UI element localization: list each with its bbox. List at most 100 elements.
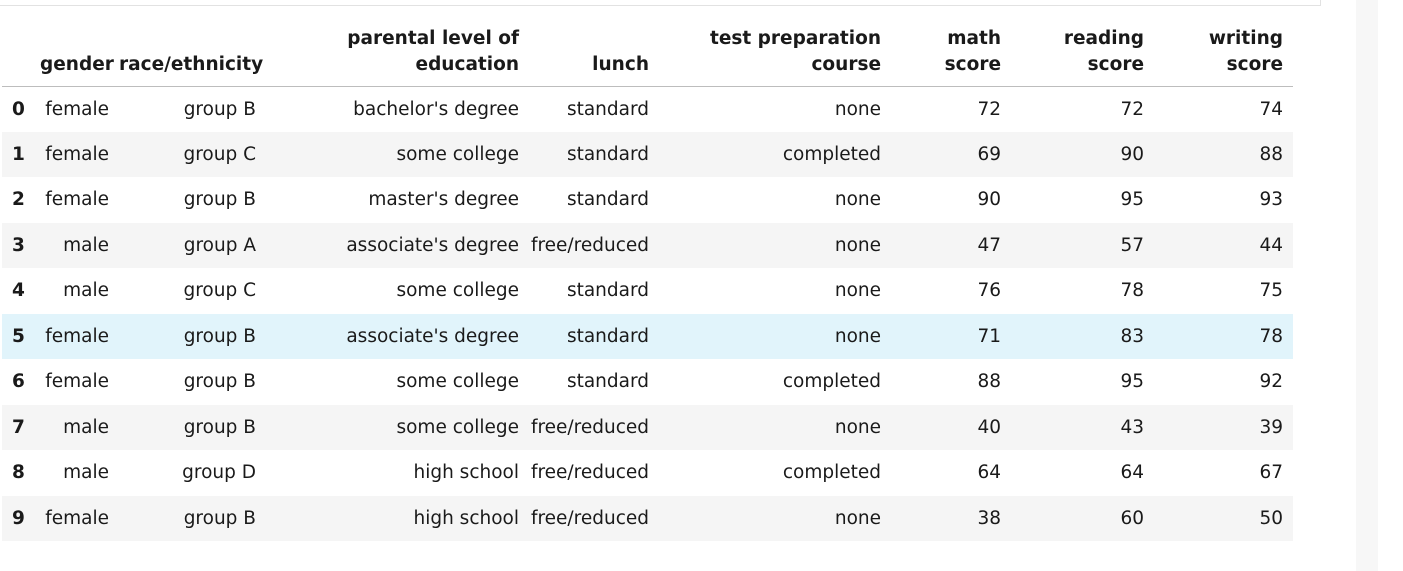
table-body: 0 female group B bachelor's degree standard n… [2,86,1293,541]
test-prep-cell: none [834,189,881,211]
gender-cell: male [63,416,109,438]
race-ethnicity-cell: group B [183,325,256,347]
test-prep-cell: none [834,325,881,347]
previous-output-edge [0,0,1321,6]
lunch-cell: standard [566,143,649,165]
row-index: 1 [12,143,25,165]
test-prep-cell: completed [782,462,881,484]
row-index: 3 [12,234,25,256]
lunch-cell: free/reduced [530,416,649,438]
lunch-cell: standard [566,371,649,393]
table-row: 0 female group B bachelor's degree standard n… [2,86,1293,132]
race-ethnicity-cell: group C [183,143,256,165]
race-ethnicity-cell: group B [183,98,256,120]
parental-education-cell: master's degree [368,189,519,211]
reading-score-cell: 95 [1120,371,1144,393]
lunch-cell: free/reduced [530,234,649,256]
writing-score-cell: 88 [1259,143,1283,165]
math-score-cell: 69 [977,143,1001,165]
reading-score-cell: 90 [1120,143,1144,165]
race-ethnicity-cell: group A [183,234,256,256]
parental-education-cell: high school [413,507,519,529]
test-prep-cell: completed [782,371,881,393]
reading-score-cell: 83 [1120,325,1144,347]
row-index: 6 [12,371,25,393]
row-index: 5 [12,325,25,347]
math-score-cell: 40 [977,416,1001,438]
gender-cell: female [45,98,109,120]
gender-header: gender [40,20,119,87]
cell-output-area: gender race/ethnicity parental level of edu… [0,0,1321,541]
parental-education-cell: some college [396,416,519,438]
math-score-header: math score [891,20,1011,87]
lunch-cell: standard [566,280,649,302]
reading-score-cell: 78 [1120,280,1144,302]
dataframe-table: gender race/ethnicity parental level of edu… [2,20,1293,541]
math-score-cell: 76 [977,280,1001,302]
reading-score-cell: 57 [1120,234,1144,256]
math-score-cell: 64 [977,462,1001,484]
reading-score-header: reading score [1011,20,1154,87]
table-row: 3 male group A associate's degree free/reduc… [2,222,1293,268]
parental-education-header: parental level of education [266,20,529,87]
race-ethnicity-cell: group B [183,507,256,529]
test-prep-cell: none [834,234,881,256]
parental-education-cell: some college [396,143,519,165]
math-score-cell: 47 [977,234,1001,256]
index-header [2,20,40,87]
gender-cell: female [45,325,109,347]
table-row: 2 female group B master's degree standard non… [2,177,1293,223]
writing-score-cell: 67 [1259,462,1283,484]
math-score-cell: 72 [977,98,1001,120]
math-score-cell: 38 [977,507,1001,529]
lunch-cell: standard [566,98,649,120]
row-index: 9 [12,507,25,529]
reading-score-cell: 43 [1120,416,1144,438]
writing-score-header: writing score [1154,20,1293,87]
table-row: 9 female group B high school free/reduced non… [2,495,1293,541]
writing-score-cell: 75 [1259,280,1283,302]
parental-education-cell: high school [413,462,519,484]
gender-cell: female [45,371,109,393]
lunch-cell: standard [566,325,649,347]
math-score-cell: 90 [977,189,1001,211]
gender-cell: male [63,462,109,484]
parental-education-cell: bachelor's degree [353,98,519,120]
writing-score-cell: 93 [1259,189,1283,211]
table-row: 8 male group D high school free/reduced compl… [2,450,1293,496]
math-score-cell: 71 [977,325,1001,347]
gender-cell: male [63,234,109,256]
lunch-cell: free/reduced [530,507,649,529]
parental-education-cell: some college [396,280,519,302]
writing-score-cell: 50 [1259,507,1283,529]
parental-education-cell: associate's degree [346,234,519,256]
table-row: 5 female group B associate's degree standard… [2,313,1293,359]
row-index: 0 [12,98,25,120]
race-ethnicity-cell: group B [183,371,256,393]
reading-score-cell: 60 [1120,507,1144,529]
writing-score-cell: 92 [1259,371,1283,393]
scrollbar-gutter[interactable] [1356,0,1378,571]
table-row: 6 female group B some college standard comple… [2,359,1293,405]
lunch-cell: standard [566,189,649,211]
lunch-cell: free/reduced [530,462,649,484]
row-index: 7 [12,416,25,438]
row-index: 4 [12,280,25,302]
writing-score-cell: 78 [1259,325,1283,347]
test-prep-cell: none [834,416,881,438]
test-prep-cell: none [834,98,881,120]
race-ethnicity-cell: group B [183,416,256,438]
row-index: 2 [12,189,25,211]
test-prep-cell: completed [782,143,881,165]
writing-score-cell: 39 [1259,416,1283,438]
gender-cell: female [45,189,109,211]
test-prep-header: test preparation course [659,20,891,87]
reading-score-cell: 64 [1120,462,1144,484]
race-ethnicity-header: race/ethnicity [119,20,266,87]
race-ethnicity-cell: group C [183,280,256,302]
table-row: 1 female group C some college standard comple… [2,131,1293,177]
race-ethnicity-cell: group D [182,462,256,484]
gender-cell: female [45,143,109,165]
reading-score-cell: 95 [1120,189,1144,211]
math-score-cell: 88 [977,371,1001,393]
